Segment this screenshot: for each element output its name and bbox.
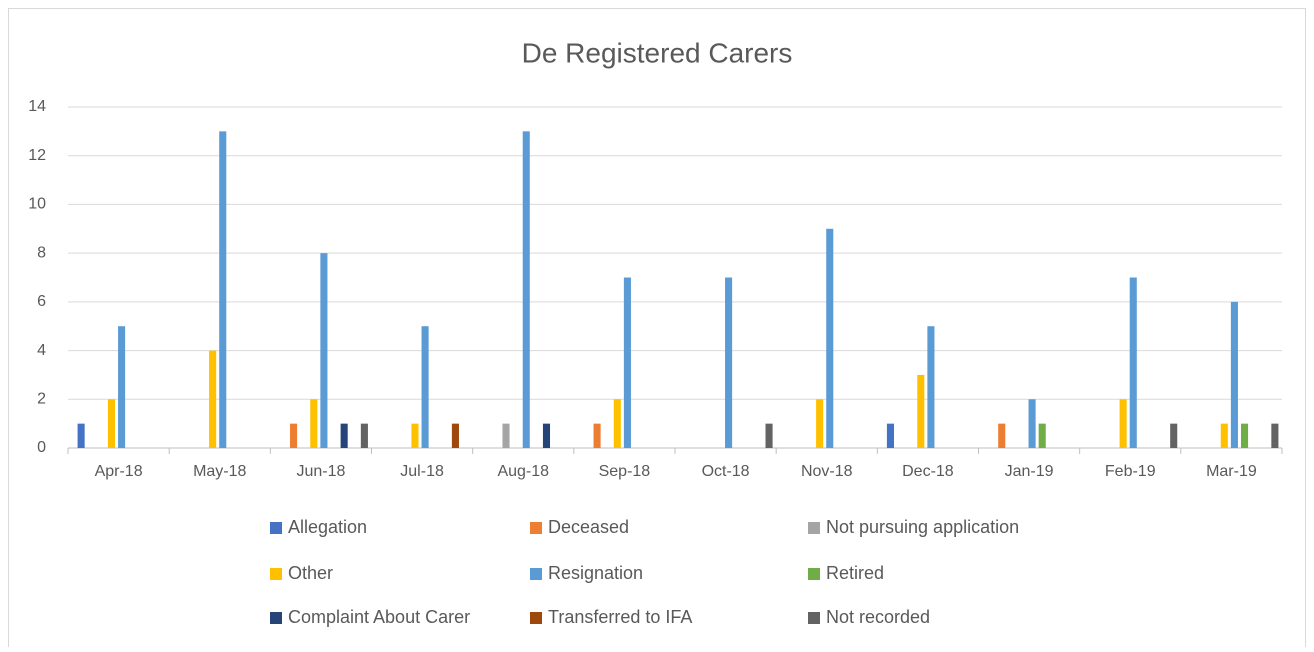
legend-swatch	[808, 612, 820, 624]
legend-label: Retired	[826, 563, 884, 583]
bar	[1028, 399, 1036, 448]
legend-swatch	[270, 612, 282, 624]
bar	[290, 423, 298, 448]
bar	[421, 326, 429, 448]
legend-swatch	[270, 568, 282, 580]
y-tick-label: 12	[28, 147, 46, 164]
legend-swatch	[530, 522, 542, 534]
legend-label: Resignation	[548, 563, 643, 583]
bar	[917, 374, 925, 448]
legend-label: Deceased	[548, 517, 629, 537]
y-tick-label: 4	[37, 342, 46, 359]
x-tick-label: Jul-18	[400, 463, 444, 480]
chart-border	[8, 8, 1306, 652]
bar	[320, 253, 328, 448]
legend-label: Other	[288, 563, 333, 583]
bar	[886, 423, 894, 448]
chart-title: De Registered Carers	[522, 37, 793, 68]
bar	[411, 423, 419, 448]
bar	[219, 131, 227, 448]
legend-label: Not recorded	[826, 607, 930, 627]
x-tick-label: Nov-18	[801, 463, 853, 480]
bar	[1170, 423, 1178, 448]
x-tick-label: Oct-18	[702, 463, 750, 480]
bar	[1240, 423, 1249, 448]
bar	[623, 277, 631, 448]
legend-swatch	[808, 522, 820, 534]
x-tick-label: Apr-18	[95, 463, 143, 480]
bar	[118, 326, 126, 448]
bar	[1220, 423, 1228, 448]
bar	[998, 423, 1006, 448]
bar	[107, 399, 116, 448]
y-tick-label: 8	[37, 244, 46, 261]
x-tick-label: Jun-18	[296, 463, 345, 480]
bar	[1038, 423, 1046, 448]
y-tick-label: 6	[37, 293, 46, 310]
bar	[502, 423, 510, 448]
bar	[522, 131, 530, 448]
bar	[542, 423, 551, 448]
bar	[77, 423, 85, 448]
legend-swatch	[530, 612, 542, 624]
bar	[1271, 423, 1279, 448]
bar	[765, 423, 773, 448]
bar	[725, 277, 733, 448]
bar	[360, 423, 368, 448]
legend-swatch	[270, 522, 282, 534]
y-tick-label: 14	[28, 98, 46, 115]
y-tick-label: 0	[37, 439, 46, 456]
y-tick-label: 2	[37, 391, 46, 408]
y-tick-label: 10	[28, 196, 46, 213]
bar	[310, 399, 318, 448]
bar	[593, 423, 601, 448]
bar	[1230, 301, 1238, 448]
legend-label: Allegation	[288, 517, 367, 537]
bar	[613, 399, 621, 448]
x-tick-label: Dec-18	[902, 463, 954, 480]
bar	[816, 399, 824, 448]
x-tick-label: Aug-18	[497, 463, 549, 480]
x-tick-label: Feb-19	[1105, 463, 1156, 480]
x-tick-label: May-18	[193, 463, 246, 480]
bar	[826, 228, 834, 448]
bar	[927, 326, 935, 448]
legend-label: Transferred to IFA	[548, 607, 692, 627]
bar	[209, 350, 217, 448]
x-tick-label: Jan-19	[1005, 463, 1054, 480]
x-tick-label: Sep-18	[599, 463, 651, 480]
bar	[1119, 399, 1127, 448]
legend-label: Complaint About Carer	[288, 607, 470, 627]
legend-label: Not pursuing application	[826, 517, 1019, 537]
bar	[340, 423, 348, 448]
bar	[451, 423, 459, 448]
bar	[1129, 277, 1137, 448]
legend-swatch	[808, 568, 820, 580]
legend-swatch	[530, 568, 542, 580]
x-tick-label: Mar-19	[1206, 463, 1257, 480]
